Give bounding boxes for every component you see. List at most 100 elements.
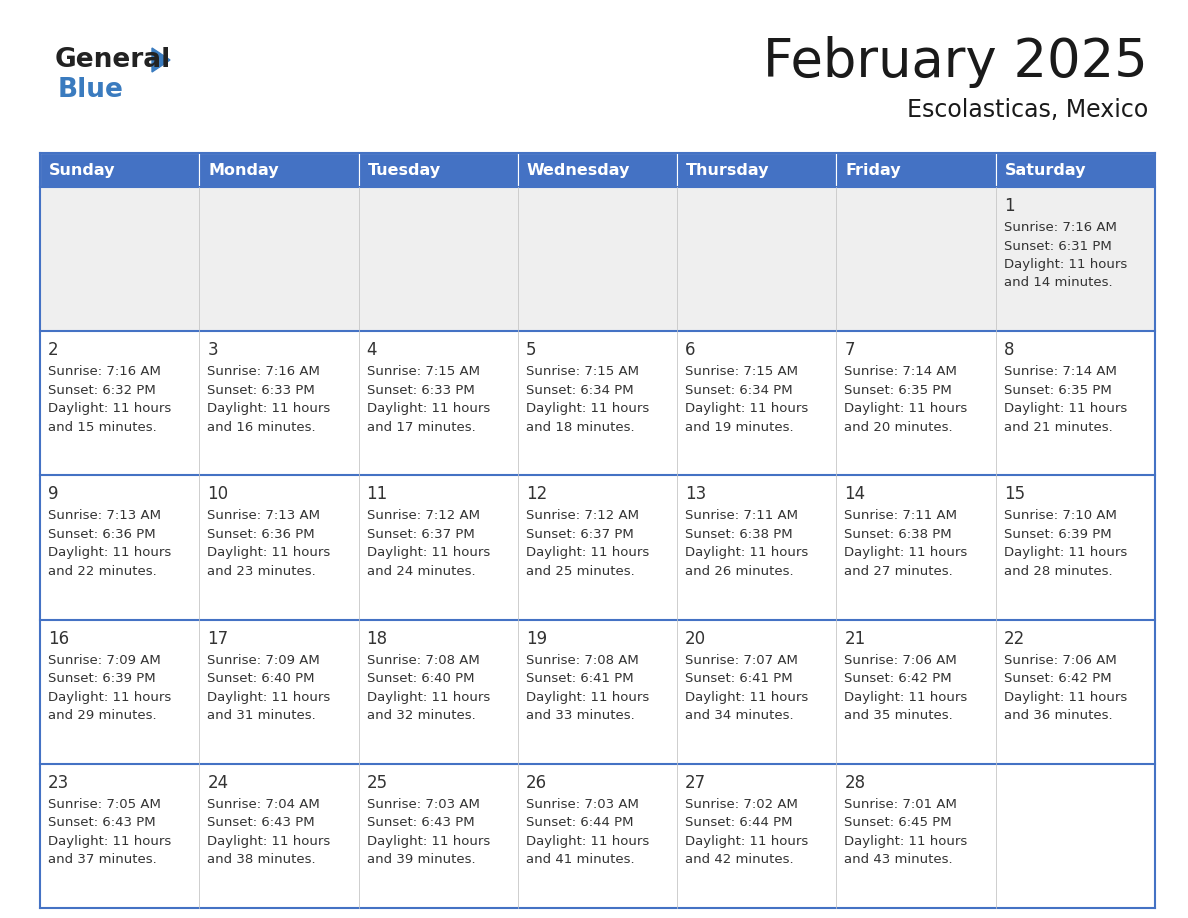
Text: and 16 minutes.: and 16 minutes. bbox=[207, 420, 316, 433]
Text: Sunset: 6:43 PM: Sunset: 6:43 PM bbox=[207, 816, 315, 829]
Text: and 33 minutes.: and 33 minutes. bbox=[526, 709, 634, 722]
Text: Daylight: 11 hours: Daylight: 11 hours bbox=[207, 834, 330, 848]
Text: Daylight: 11 hours: Daylight: 11 hours bbox=[845, 834, 968, 848]
Text: Sunset: 6:36 PM: Sunset: 6:36 PM bbox=[207, 528, 315, 541]
Text: 6: 6 bbox=[685, 341, 696, 359]
Text: and 36 minutes.: and 36 minutes. bbox=[1004, 709, 1112, 722]
Text: 19: 19 bbox=[526, 630, 546, 647]
Bar bbox=[996, 620, 1155, 764]
Text: Sunset: 6:45 PM: Sunset: 6:45 PM bbox=[845, 816, 952, 829]
Text: Daylight: 11 hours: Daylight: 11 hours bbox=[526, 834, 649, 848]
Text: Sunrise: 7:06 AM: Sunrise: 7:06 AM bbox=[1004, 654, 1117, 666]
Text: Sunset: 6:42 PM: Sunset: 6:42 PM bbox=[845, 672, 952, 685]
Text: 14: 14 bbox=[845, 486, 866, 503]
Bar bbox=[996, 331, 1155, 476]
Text: February 2025: February 2025 bbox=[763, 36, 1148, 88]
Text: 1: 1 bbox=[1004, 197, 1015, 215]
Text: Daylight: 11 hours: Daylight: 11 hours bbox=[845, 690, 968, 703]
Text: Daylight: 11 hours: Daylight: 11 hours bbox=[48, 834, 171, 848]
Text: 12: 12 bbox=[526, 486, 548, 503]
Text: Escolasticas, Mexico: Escolasticas, Mexico bbox=[906, 98, 1148, 122]
Bar bbox=[518, 331, 677, 476]
Text: Sunrise: 7:10 AM: Sunrise: 7:10 AM bbox=[1004, 509, 1117, 522]
Text: Sunset: 6:39 PM: Sunset: 6:39 PM bbox=[48, 672, 156, 685]
Text: Sunrise: 7:16 AM: Sunrise: 7:16 AM bbox=[48, 365, 160, 378]
Bar bbox=[677, 153, 836, 187]
Text: and 38 minutes.: and 38 minutes. bbox=[207, 854, 316, 867]
Text: 7: 7 bbox=[845, 341, 855, 359]
Text: 24: 24 bbox=[207, 774, 228, 792]
Text: Sunset: 6:42 PM: Sunset: 6:42 PM bbox=[1004, 672, 1111, 685]
Text: Sunrise: 7:05 AM: Sunrise: 7:05 AM bbox=[48, 798, 160, 811]
Text: Sunrise: 7:16 AM: Sunrise: 7:16 AM bbox=[1004, 221, 1117, 234]
Text: and 35 minutes.: and 35 minutes. bbox=[845, 709, 953, 722]
Text: 9: 9 bbox=[48, 486, 58, 503]
Text: Daylight: 11 hours: Daylight: 11 hours bbox=[48, 402, 171, 415]
Text: 28: 28 bbox=[845, 774, 866, 792]
Text: Sunday: Sunday bbox=[49, 162, 115, 177]
Text: Sunrise: 7:13 AM: Sunrise: 7:13 AM bbox=[48, 509, 162, 522]
Text: Sunset: 6:38 PM: Sunset: 6:38 PM bbox=[685, 528, 792, 541]
Bar bbox=[200, 331, 359, 476]
Text: Sunrise: 7:16 AM: Sunrise: 7:16 AM bbox=[207, 365, 320, 378]
Text: Monday: Monday bbox=[208, 162, 279, 177]
Text: Sunrise: 7:13 AM: Sunrise: 7:13 AM bbox=[207, 509, 321, 522]
Text: 25: 25 bbox=[367, 774, 387, 792]
Bar bbox=[200, 153, 359, 187]
Text: Sunrise: 7:15 AM: Sunrise: 7:15 AM bbox=[685, 365, 798, 378]
Text: Sunrise: 7:12 AM: Sunrise: 7:12 AM bbox=[526, 509, 639, 522]
Bar bbox=[836, 153, 996, 187]
Text: 21: 21 bbox=[845, 630, 866, 647]
Text: 8: 8 bbox=[1004, 341, 1015, 359]
Bar bbox=[40, 764, 200, 908]
Text: 26: 26 bbox=[526, 774, 546, 792]
Text: Sunrise: 7:11 AM: Sunrise: 7:11 AM bbox=[845, 509, 958, 522]
Bar bbox=[996, 764, 1155, 908]
Bar bbox=[518, 620, 677, 764]
Text: and 42 minutes.: and 42 minutes. bbox=[685, 854, 794, 867]
Text: and 39 minutes.: and 39 minutes. bbox=[367, 854, 475, 867]
Text: Daylight: 11 hours: Daylight: 11 hours bbox=[207, 546, 330, 559]
Text: and 37 minutes.: and 37 minutes. bbox=[48, 854, 157, 867]
Bar bbox=[677, 620, 836, 764]
Text: Sunset: 6:33 PM: Sunset: 6:33 PM bbox=[207, 384, 315, 397]
Bar bbox=[836, 620, 996, 764]
Text: and 31 minutes.: and 31 minutes. bbox=[207, 709, 316, 722]
Text: Sunrise: 7:15 AM: Sunrise: 7:15 AM bbox=[526, 365, 639, 378]
Bar bbox=[996, 153, 1155, 187]
Text: 3: 3 bbox=[207, 341, 217, 359]
Text: and 27 minutes.: and 27 minutes. bbox=[845, 565, 953, 578]
Text: 22: 22 bbox=[1004, 630, 1025, 647]
Text: Sunset: 6:31 PM: Sunset: 6:31 PM bbox=[1004, 240, 1112, 252]
Text: Daylight: 11 hours: Daylight: 11 hours bbox=[685, 834, 808, 848]
Text: and 20 minutes.: and 20 minutes. bbox=[845, 420, 953, 433]
Text: Sunrise: 7:09 AM: Sunrise: 7:09 AM bbox=[48, 654, 160, 666]
Bar bbox=[40, 476, 200, 620]
Text: 18: 18 bbox=[367, 630, 387, 647]
Text: Daylight: 11 hours: Daylight: 11 hours bbox=[367, 690, 489, 703]
Text: and 32 minutes.: and 32 minutes. bbox=[367, 709, 475, 722]
Bar bbox=[40, 331, 200, 476]
Text: Daylight: 11 hours: Daylight: 11 hours bbox=[48, 690, 171, 703]
Text: Blue: Blue bbox=[58, 77, 124, 103]
Bar bbox=[200, 764, 359, 908]
Text: Daylight: 11 hours: Daylight: 11 hours bbox=[685, 690, 808, 703]
Text: General: General bbox=[55, 47, 171, 73]
Text: Sunset: 6:36 PM: Sunset: 6:36 PM bbox=[48, 528, 156, 541]
Bar bbox=[359, 187, 518, 331]
Text: and 14 minutes.: and 14 minutes. bbox=[1004, 276, 1112, 289]
Text: Sunrise: 7:14 AM: Sunrise: 7:14 AM bbox=[1004, 365, 1117, 378]
Text: and 43 minutes.: and 43 minutes. bbox=[845, 854, 953, 867]
Bar bbox=[200, 476, 359, 620]
Text: Sunset: 6:40 PM: Sunset: 6:40 PM bbox=[367, 672, 474, 685]
Text: and 22 minutes.: and 22 minutes. bbox=[48, 565, 157, 578]
Text: Sunset: 6:43 PM: Sunset: 6:43 PM bbox=[48, 816, 156, 829]
Text: Wednesday: Wednesday bbox=[526, 162, 630, 177]
Text: and 15 minutes.: and 15 minutes. bbox=[48, 420, 157, 433]
Text: Sunrise: 7:14 AM: Sunrise: 7:14 AM bbox=[845, 365, 958, 378]
Text: and 25 minutes.: and 25 minutes. bbox=[526, 565, 634, 578]
Text: 2: 2 bbox=[48, 341, 58, 359]
Text: Daylight: 11 hours: Daylight: 11 hours bbox=[367, 546, 489, 559]
Bar bbox=[359, 331, 518, 476]
Text: Sunset: 6:35 PM: Sunset: 6:35 PM bbox=[845, 384, 952, 397]
